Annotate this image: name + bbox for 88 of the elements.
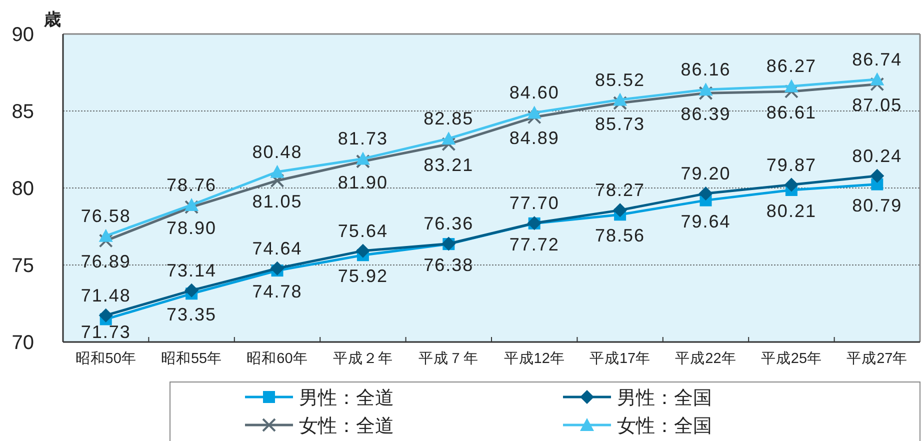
x-tick-label: 平成22年 <box>675 350 736 367</box>
data-label: 78.27 <box>595 180 646 200</box>
data-label: 81.90 <box>338 172 388 192</box>
y-axis-title: 歳 <box>43 10 61 29</box>
y-tick-label: 75 <box>12 255 34 277</box>
data-label: 81.73 <box>338 128 388 149</box>
x-tick-label: 昭和50年 <box>75 350 136 367</box>
point <box>527 110 542 124</box>
data-label: 77.70 <box>509 193 560 214</box>
legend-label: 女性：全道 <box>299 416 394 437</box>
data-label: 80.48 <box>252 142 302 162</box>
point <box>527 106 542 119</box>
x-tick-label: 昭和60年 <box>246 350 308 367</box>
data-label: 82.85 <box>424 108 474 129</box>
data-label: 83.21 <box>424 155 474 176</box>
data-label: 85.52 <box>595 70 646 90</box>
point <box>184 198 199 211</box>
data-label: 75.92 <box>338 266 388 286</box>
data-label: 79.64 <box>680 211 731 232</box>
point <box>184 283 199 298</box>
data-label: 78.76 <box>166 174 217 195</box>
legend-label: 男性：全国 <box>617 388 712 409</box>
y-tick-label: 80 <box>12 178 34 200</box>
x-tick-label: 平成２年 <box>332 350 393 367</box>
data-label: 76.58 <box>80 206 131 226</box>
point <box>270 261 284 276</box>
point <box>870 168 884 183</box>
x-tick-label: 平成12年 <box>504 350 565 367</box>
data-label: 76.38 <box>424 255 474 276</box>
data-label: 80.79 <box>852 195 902 216</box>
data-label: 71.48 <box>80 285 131 306</box>
point <box>784 84 798 98</box>
legend-label: 男性：全道 <box>299 388 394 409</box>
point <box>356 154 370 168</box>
point <box>698 86 713 100</box>
point <box>442 137 456 152</box>
data-label: 77.72 <box>509 234 560 254</box>
x-tick-label: 平成27年 <box>846 350 908 367</box>
data-label: 86.27 <box>766 56 816 76</box>
data-label: 73.14 <box>166 260 217 280</box>
data-label: 73.35 <box>166 304 217 325</box>
point <box>613 96 628 110</box>
data-label: 74.64 <box>252 238 302 258</box>
point <box>698 186 713 201</box>
data-label: 86.16 <box>680 60 731 80</box>
x-tick-label: 昭和55年 <box>160 350 222 367</box>
data-label: 87.05 <box>852 95 902 116</box>
point <box>356 244 370 258</box>
data-label: 74.78 <box>252 282 302 302</box>
point <box>613 203 628 218</box>
point <box>184 200 199 214</box>
data-label: 84.60 <box>509 82 560 103</box>
data-label: 76.89 <box>80 252 131 272</box>
data-label: 86.39 <box>680 104 731 124</box>
data-label: 76.36 <box>424 214 474 234</box>
data-label: 85.73 <box>595 114 646 134</box>
data-label: 75.64 <box>338 220 388 241</box>
point <box>698 82 713 96</box>
point <box>442 132 456 145</box>
data-label: 86.74 <box>852 49 902 70</box>
x-tick-label: 平成25年 <box>760 350 822 367</box>
point <box>270 164 284 178</box>
point <box>98 234 113 248</box>
y-tick-label: 90 <box>12 24 34 46</box>
data-label: 84.89 <box>509 128 560 148</box>
point <box>98 308 113 322</box>
data-label: 79.87 <box>766 154 816 175</box>
point <box>270 174 284 188</box>
point <box>98 228 113 242</box>
point <box>870 72 884 86</box>
data-label: 80.21 <box>766 201 816 221</box>
x-tick-label: 平成７年 <box>418 350 479 367</box>
legend-label: 女性：全国 <box>617 416 712 437</box>
data-label: 78.56 <box>595 226 646 246</box>
x-tick-label: 平成17年 <box>589 350 651 367</box>
data-label: 86.61 <box>766 102 816 122</box>
point <box>784 79 798 92</box>
data-label: 71.73 <box>80 322 131 342</box>
point <box>870 77 884 92</box>
point <box>356 152 370 165</box>
y-tick-label: 85 <box>12 101 34 123</box>
data-label: 79.20 <box>680 164 731 184</box>
point <box>613 92 628 106</box>
data-label: 78.90 <box>166 218 217 238</box>
point <box>784 178 798 192</box>
data-label: 81.05 <box>252 192 302 212</box>
y-tick-label: 70 <box>12 332 34 354</box>
data-label: 80.24 <box>852 146 902 166</box>
